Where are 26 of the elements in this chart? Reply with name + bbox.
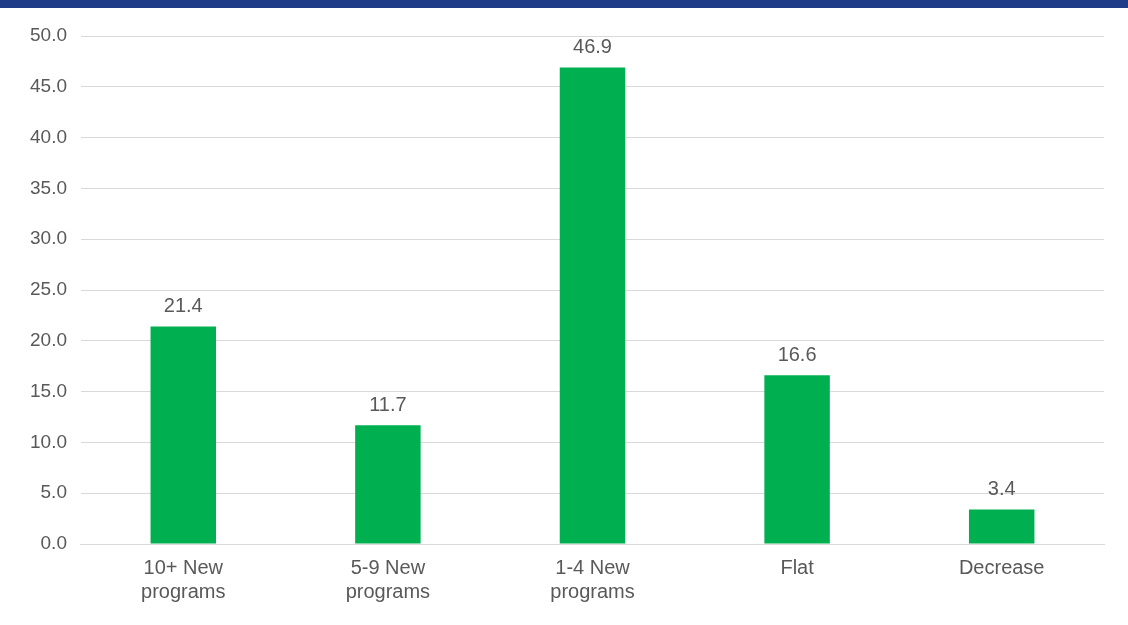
y-tick-label: 5.0 — [40, 481, 67, 503]
y-tick-label: 40.0 — [30, 125, 67, 147]
bar — [968, 509, 1035, 544]
y-tick-label: 0.0 — [40, 532, 67, 554]
data-label: 11.7 — [369, 392, 407, 415]
x-tick-label: Decrease — [958, 555, 1045, 578]
bar — [355, 425, 421, 544]
y-tick-label: 45.0 — [30, 75, 67, 97]
data-label: 46.9 — [573, 35, 612, 58]
bar — [764, 375, 830, 544]
bar — [150, 326, 217, 544]
y-tick-label: 15.0 — [30, 379, 67, 401]
y-tick-label: 25.0 — [30, 278, 67, 300]
bar — [559, 67, 626, 544]
x-tick-label: 5-9 New programs — [345, 555, 431, 602]
x-tick-label: 1-4 New programs — [550, 555, 635, 602]
x-tick-label: Flat — [780, 555, 815, 578]
data-label: 21.4 — [163, 294, 203, 317]
x-tick-label: 10+ New programs — [141, 555, 226, 602]
y-tick-label: 10.0 — [30, 430, 67, 452]
y-tick-label: 35.0 — [30, 176, 67, 198]
y-tick-label: 20.0 — [30, 329, 67, 351]
data-label: 16.6 — [777, 342, 817, 365]
y-tick-label: 50.0 — [30, 24, 67, 46]
y-tick-label: 30.0 — [30, 227, 67, 249]
data-label: 3.4 — [987, 476, 1016, 499]
